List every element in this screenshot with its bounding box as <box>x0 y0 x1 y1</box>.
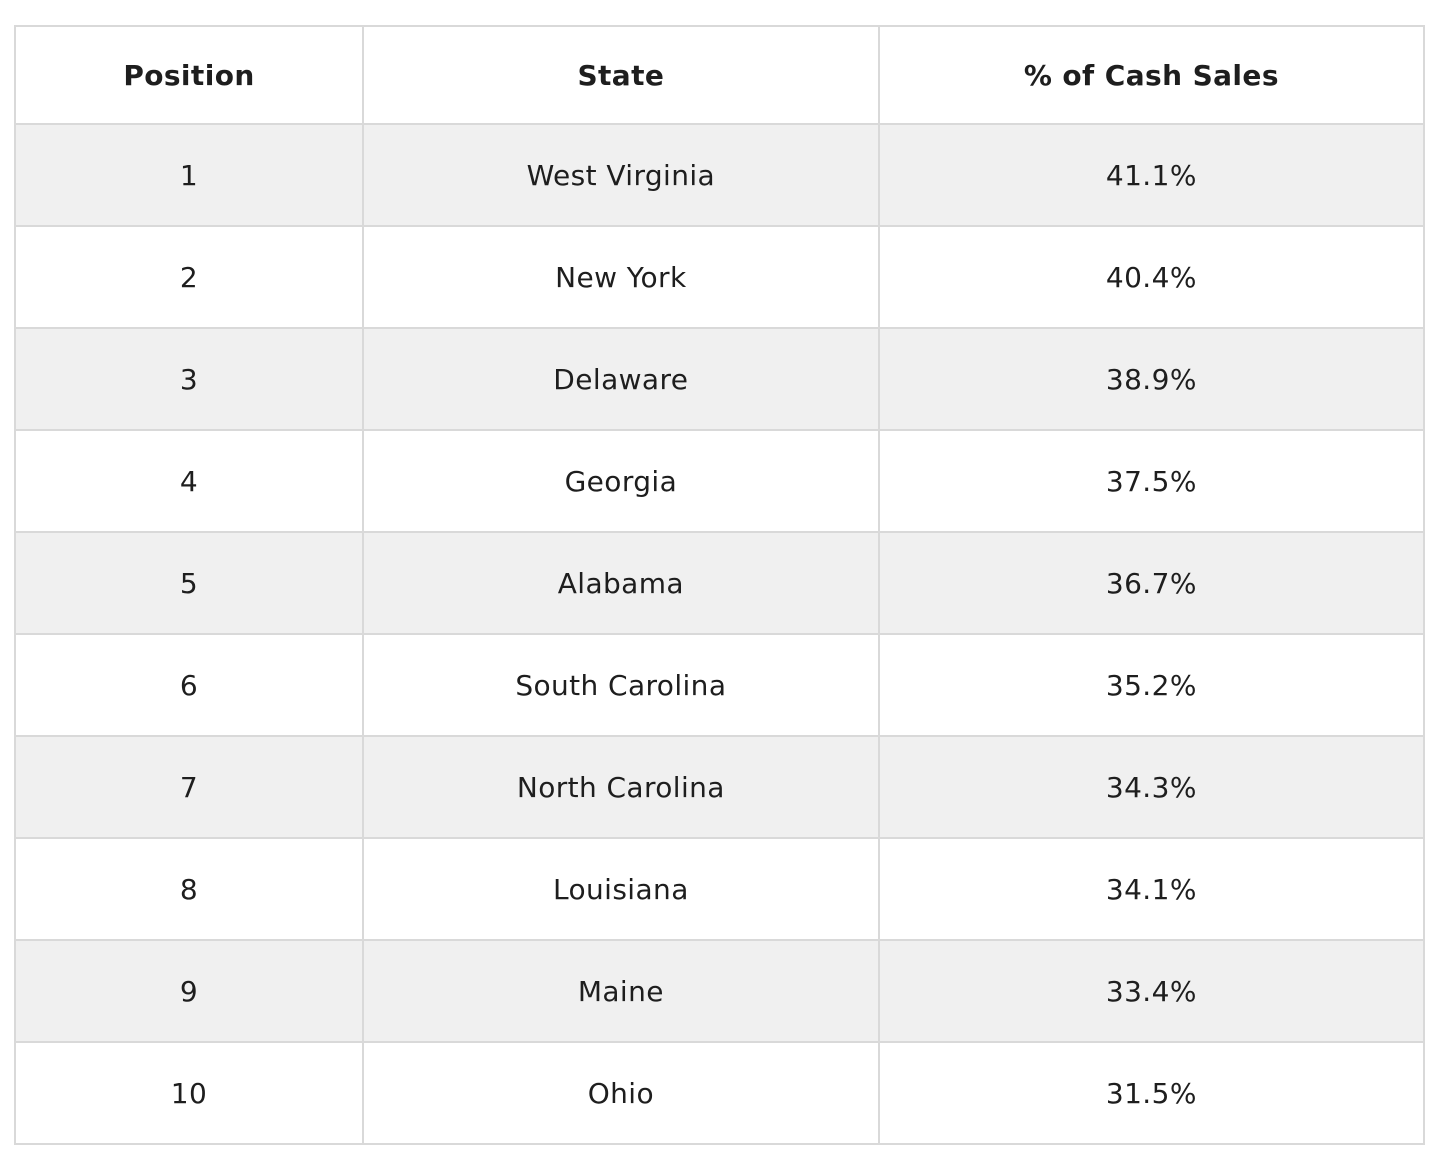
table-row: 6 South Carolina 35.2% <box>13 633 1426 737</box>
position-cell: 2 <box>13 225 365 329</box>
percent-cell: 31.5% <box>877 1041 1426 1145</box>
position-cell: 8 <box>13 837 365 941</box>
state-cell: Delaware <box>362 327 880 431</box>
position-cell: 1 <box>13 123 365 227</box>
position-cell: 5 <box>13 531 365 635</box>
percent-cell: 40.4% <box>877 225 1426 329</box>
table-row: 2 New York 40.4% <box>13 225 1426 329</box>
percent-cell: 33.4% <box>877 939 1426 1043</box>
cash-sales-table-container: Position State % of Cash Sales 1 West Vi… <box>13 25 1426 1145</box>
percent-cell: 38.9% <box>877 327 1426 431</box>
table-row: 10 Ohio 31.5% <box>13 1041 1426 1145</box>
position-cell: 4 <box>13 429 365 533</box>
state-cell: New York <box>362 225 880 329</box>
table-row: 3 Delaware 38.9% <box>13 327 1426 431</box>
position-cell: 7 <box>13 735 365 839</box>
state-cell: South Carolina <box>362 633 880 737</box>
position-cell: 6 <box>13 633 365 737</box>
percent-cell: 34.1% <box>877 837 1426 941</box>
percent-cell: 34.3% <box>877 735 1426 839</box>
table-row: 7 North Carolina 34.3% <box>13 735 1426 839</box>
percent-cell: 36.7% <box>877 531 1426 635</box>
state-cell: Louisiana <box>362 837 880 941</box>
state-cell: Alabama <box>362 531 880 635</box>
position-cell: 9 <box>13 939 365 1043</box>
cash-sales-table: Position State % of Cash Sales 1 West Vi… <box>13 25 1426 1145</box>
header-row: Position State % of Cash Sales <box>13 25 1426 125</box>
state-cell: Georgia <box>362 429 880 533</box>
percent-cell: 37.5% <box>877 429 1426 533</box>
table-row: 9 Maine 33.4% <box>13 939 1426 1043</box>
position-cell: 3 <box>13 327 365 431</box>
table-row: 8 Louisiana 34.1% <box>13 837 1426 941</box>
header-state: State <box>362 25 880 125</box>
state-cell: Ohio <box>362 1041 880 1145</box>
table-row: 1 West Virginia 41.1% <box>13 123 1426 227</box>
header-percent-cash-sales: % of Cash Sales <box>877 25 1426 125</box>
state-cell: Maine <box>362 939 880 1043</box>
state-cell: North Carolina <box>362 735 880 839</box>
header-position: Position <box>13 25 365 125</box>
percent-cell: 35.2% <box>877 633 1426 737</box>
table-header: Position State % of Cash Sales <box>13 25 1426 125</box>
position-cell: 10 <box>13 1041 365 1145</box>
table-body: 1 West Virginia 41.1% 2 New York 40.4% 3… <box>13 123 1426 1145</box>
table-row: 4 Georgia 37.5% <box>13 429 1426 533</box>
percent-cell: 41.1% <box>877 123 1426 227</box>
state-cell: West Virginia <box>362 123 880 227</box>
table-row: 5 Alabama 36.7% <box>13 531 1426 635</box>
